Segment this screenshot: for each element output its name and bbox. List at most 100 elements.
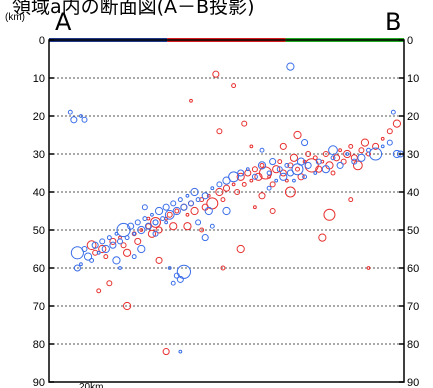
hypocenter-point (241, 181, 247, 187)
hypocenter-point (81, 246, 88, 252)
tick-label: 10 (407, 73, 419, 85)
hypocenter-point (284, 186, 296, 198)
hypocenter-point (206, 193, 211, 198)
hypocenter-point (345, 152, 350, 156)
hypocenter-point (249, 178, 254, 183)
hypocenter-point (318, 233, 327, 242)
hypocenter-point (177, 197, 183, 203)
tick-label: 90 (407, 377, 419, 388)
hypocenter-point (386, 139, 393, 146)
hypocenter-point (269, 208, 276, 214)
hypocenter-point (234, 189, 241, 195)
hypocenter-point (127, 222, 135, 230)
hypocenter-point (146, 216, 151, 221)
hypocenter-point (304, 161, 312, 169)
tick-label: 50 (407, 225, 419, 237)
hypocenter-point (253, 205, 257, 210)
hypocenter-point (284, 162, 290, 168)
hypocenter-point (220, 265, 226, 271)
hypocenter-point (79, 262, 83, 267)
hypocenter-point (266, 170, 272, 176)
hypocenter-point (357, 153, 366, 162)
hypocenter-point (259, 147, 265, 153)
hypocenter-point (123, 301, 132, 311)
hypocenter-point (137, 244, 146, 254)
hypocenter-point (312, 155, 318, 161)
hypocenter-point (204, 206, 213, 216)
hypocenter-point (152, 219, 159, 226)
hypocenter-point (201, 234, 209, 242)
tick-label: 20 (33, 111, 45, 123)
hypocenter-point (195, 219, 202, 226)
hypocenter-point (236, 244, 245, 254)
hypocenter-point (185, 193, 190, 198)
tick-label: 10 (33, 73, 45, 85)
hypocenter-point (162, 348, 170, 356)
tick-label: 70 (407, 301, 419, 313)
tick-label: 80 (407, 339, 419, 351)
y-axis-unit: (km) (5, 12, 25, 23)
hypocenter-point (86, 240, 97, 251)
hypocenter-point (166, 211, 173, 218)
hypocenter-point (199, 227, 205, 233)
hypocenter-point (131, 231, 137, 237)
hypocenter-point (386, 128, 393, 135)
hypocenter-point (358, 147, 365, 154)
hypocenter-point (286, 62, 295, 71)
hypocenter-point (269, 181, 276, 188)
hypocenter-point (155, 256, 163, 264)
hypocenter-point (96, 250, 101, 255)
hypocenter-point (291, 163, 304, 176)
hypocenter-point (340, 158, 347, 165)
hypocenter-point (254, 172, 263, 181)
tick-label: 30 (33, 149, 45, 161)
hypocenter-point (201, 192, 209, 200)
hypocenter-point (162, 203, 170, 211)
tick-label: 90 (33, 377, 45, 388)
hypocenter-point (330, 170, 336, 176)
hypocenter-point (228, 171, 240, 183)
hypocenter-point (172, 206, 181, 216)
hypocenter-point (73, 264, 81, 272)
hypocenter-point (245, 167, 250, 172)
hypocenter-point (216, 128, 223, 135)
hypocenter-point (274, 178, 279, 183)
hypocenter-point (392, 119, 401, 128)
hypocenter-point (81, 116, 88, 123)
hypocenter-point (164, 220, 169, 225)
hypocenter-point (302, 174, 308, 180)
hypocenter-point (195, 197, 201, 203)
hypocenter-point (89, 257, 95, 263)
hypocenter-point (101, 244, 110, 254)
hypocenter-point (116, 222, 131, 238)
hypocenter-point (251, 166, 258, 173)
hypocenter-point (174, 208, 180, 214)
hypocenter-point (145, 223, 152, 230)
hypocenter-point (222, 206, 231, 216)
hypocenter-point (249, 144, 254, 149)
hypocenter-point (137, 225, 146, 235)
hypocenter-point (209, 223, 215, 229)
hypocenter-point (83, 252, 93, 261)
hypocenter-point (67, 109, 73, 115)
hypocenter-point (279, 172, 288, 181)
hypocenter-point (124, 235, 130, 241)
hypocenter-point (251, 173, 258, 180)
hypocenter-point (220, 197, 226, 203)
hypocenter-point (139, 228, 144, 232)
hypocenter-points (67, 62, 405, 356)
hypocenter-point (279, 169, 287, 177)
hypocenter-point (170, 280, 176, 286)
hypocenter-point (380, 136, 385, 141)
hypocenter-point (189, 98, 193, 103)
hypocenter-point (190, 206, 199, 216)
hypocenter-point (142, 216, 148, 222)
hypocenter-point (336, 161, 344, 169)
hypocenter-point (244, 169, 252, 177)
hypocenter-point (118, 266, 122, 270)
hypocenter-point (91, 241, 99, 249)
hypocenter-point (155, 226, 163, 234)
hypocenter-point (154, 206, 164, 216)
hypocenter-point (109, 237, 117, 245)
hypocenter-point (176, 264, 191, 279)
